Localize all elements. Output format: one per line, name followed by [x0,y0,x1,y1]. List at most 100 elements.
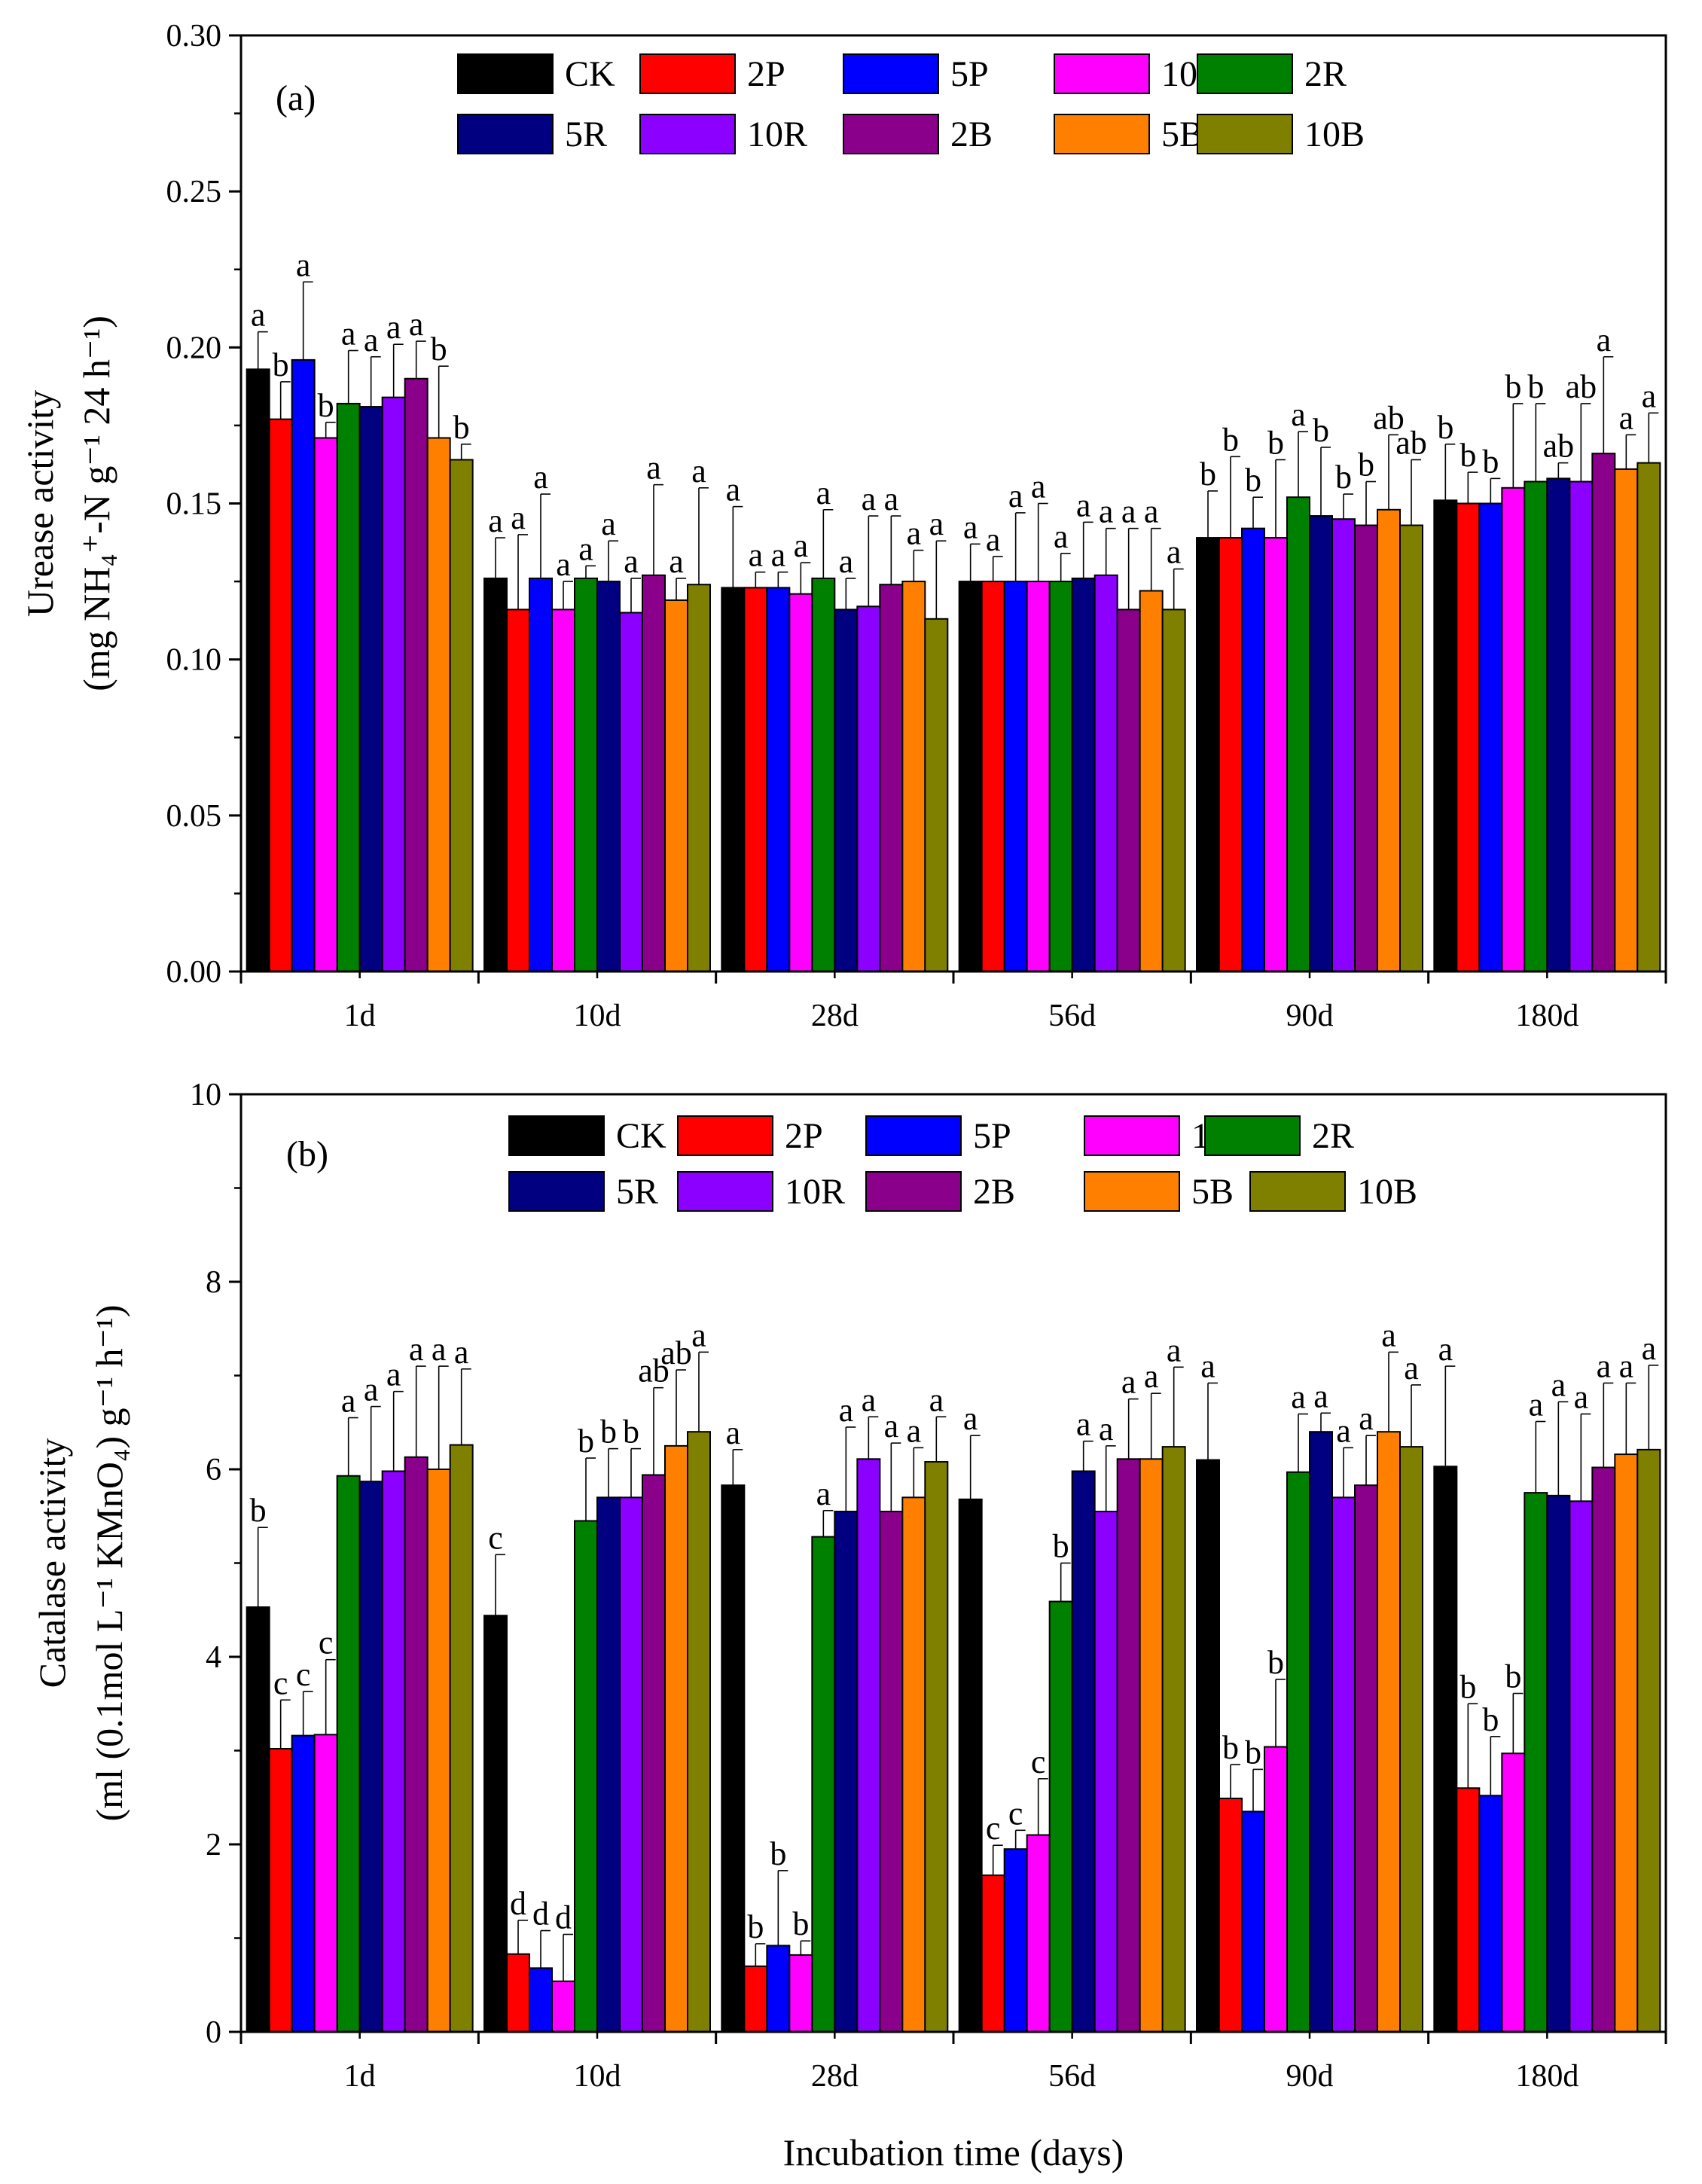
significance-label-10B-180d: a [1642,1330,1657,1367]
significance-label-10B-56d: a [1167,1331,1182,1368]
x-axis-title: Incubation time (days) [783,2131,1124,2173]
significance-label-10R-28d: a [862,480,877,517]
bar-CK-1d [246,1606,270,2033]
significance-label-2P-90d: b [1222,421,1239,458]
significance-label-2P-180d: b [1460,1668,1476,1705]
panel-label: (a) [276,78,316,118]
bar-10R-180d [1569,1500,1594,2033]
significance-label-2R-56d: b [1053,1528,1069,1565]
bar-10P-10d [551,609,575,973]
bar-5R-10d [596,1496,621,2033]
significance-label-10P-1d: b [318,387,334,424]
bar-10P-28d [788,1954,813,2033]
bar-2P-180d [1456,502,1481,972]
significance-label-10B-10d: a [691,453,706,490]
x-tick-label-1d: 1d [344,999,376,1033]
significance-label-2R-180d: a [1529,1386,1544,1423]
legend-label-5B: 5B [1161,114,1203,154]
legend-swatch-10R [639,114,736,154]
significance-label-5B-10d: ab [660,1334,692,1371]
significance-label-2P-56d: c [986,1810,1001,1847]
significance-label-10P-10d: a [556,546,571,583]
bar-5P-10d [529,577,553,972]
bar-2R-180d [1524,480,1548,972]
significance-label-5P-56d: c [1008,1795,1023,1832]
y-tick-label-5: 10 [190,1078,221,1112]
bar-10P-56d [1026,581,1051,972]
significance-label-10B-90d: ab [1395,424,1427,461]
significance-label-5B-28d: a [907,515,922,552]
significance-label-10R-10d: b [623,1414,639,1450]
bar-2B-10d [642,574,666,972]
bar-5R-180d [1546,477,1571,972]
significance-label-5P-10d: d [532,1896,549,1932]
significance-label-2B-28d: a [884,480,899,517]
legend-swatch-10B [1197,114,1293,154]
bar-2R-90d [1286,496,1310,972]
bar-2R-1d [336,402,361,972]
significance-label-CK-56d: a [963,1400,978,1437]
bar-5R-56d [1071,577,1096,972]
bar-10B-28d [924,1461,949,2033]
legend-label-5R: 5R [565,114,607,154]
significance-label-CK-10d: a [488,502,503,539]
significance-label-2P-56d: a [986,521,1001,558]
legend-label-2R: 2R [1304,54,1347,94]
bar-CK-90d [1196,1459,1220,2033]
bar-10R-180d [1569,480,1594,972]
legend-swatch-10B [1249,1171,1346,1212]
significance-label-5P-28d: a [771,537,786,574]
bar-2P-90d [1219,537,1243,972]
bar-5R-56d [1071,1470,1096,2033]
significance-label-10R-90d: b [1335,459,1352,496]
significance-label-5P-180d: b [1482,443,1499,480]
bar-2P-56d [981,581,1005,972]
bar-5R-180d [1546,1494,1571,2033]
significance-label-10P-10d: d [555,1899,572,1936]
bar-10B-1d [449,459,474,972]
significance-label-5R-28d: a [839,543,854,580]
bar-5R-28d [834,1511,859,2033]
significance-label-5P-10d: a [533,459,548,496]
panel-label: (b) [286,1134,328,1174]
bar-10B-10d [687,1431,711,2033]
y-tick-label-6: 0.30 [166,19,222,53]
bar-10P-10d [551,1980,575,2033]
significance-label-10P-90d: b [1267,424,1284,461]
legend-swatch-5P [865,1115,962,1156]
legend-label-2P: 2P [747,54,785,94]
legend-swatch-5B [1054,114,1150,154]
bar-5R-90d [1309,515,1333,972]
significance-label-10R-180d: ab [1566,368,1597,405]
bar-10B-1d [449,1444,474,2033]
significance-label-10P-90d: b [1267,1644,1284,1681]
legend-swatch-5R [457,114,554,154]
legend-swatch-CK [457,53,554,94]
bar-10R-10d [619,612,643,972]
significance-label-10P-28d: a [794,527,809,564]
bar-2B-1d [404,377,429,972]
significance-label-5R-56d: a [1076,1406,1091,1443]
legend-label-2B: 2B [950,114,993,154]
legend-swatch-2R [1204,1115,1301,1156]
bar-2P-1d [268,418,293,972]
bar-2P-180d [1456,1787,1481,2033]
significance-label-10B-10d: a [691,1316,706,1353]
x-tick-label-90d: 90d [1286,999,1334,1033]
significance-label-5R-180d: ab [1543,428,1575,465]
significance-label-10B-56d: a [1167,534,1182,571]
bar-5P-28d [766,1945,791,2033]
significance-label-5P-56d: a [1008,477,1023,514]
y-tick-label-4: 0.20 [166,331,222,365]
bar-5B-180d [1614,468,1639,972]
significance-label-CK-90d: a [1200,1347,1215,1384]
bar-10B-90d [1399,524,1423,972]
legend-label-2R: 2R [1312,1116,1354,1156]
bar-5B-56d [1139,1458,1164,2033]
legend-label-CK: CK [565,54,615,94]
legend-swatch-2B [865,1171,962,1212]
bar-CK-90d [1196,537,1220,972]
significance-label-2P-180d: b [1460,437,1476,474]
significance-label-2P-1d: c [273,1664,288,1701]
